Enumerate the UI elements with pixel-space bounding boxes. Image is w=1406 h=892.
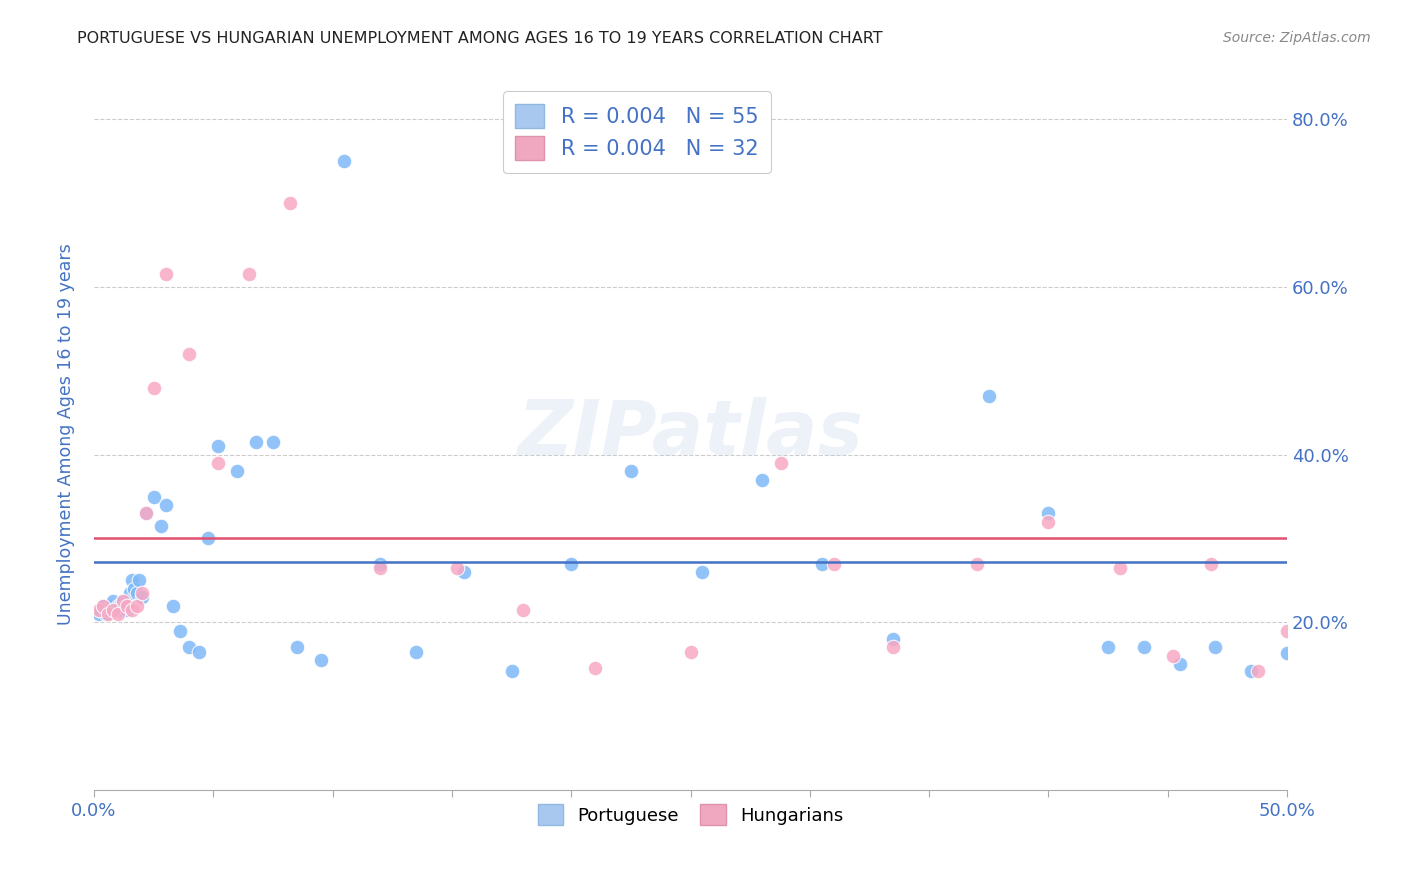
Point <box>810 557 832 571</box>
Point <box>104 603 127 617</box>
Point <box>368 557 391 571</box>
Point <box>1168 657 1191 672</box>
Point <box>114 599 136 613</box>
Point <box>131 586 153 600</box>
Point <box>966 557 988 571</box>
Point <box>187 645 209 659</box>
Point <box>100 599 122 613</box>
Point <box>333 154 356 169</box>
Point <box>1109 561 1132 575</box>
Point <box>117 603 139 617</box>
Point <box>882 640 904 655</box>
Point <box>882 632 904 646</box>
Point <box>1275 646 1298 660</box>
Point <box>111 594 134 608</box>
Text: Source: ZipAtlas.com: Source: ZipAtlas.com <box>1223 31 1371 45</box>
Point <box>87 607 110 621</box>
Point <box>101 603 124 617</box>
Point <box>179 347 201 361</box>
Point <box>692 565 714 579</box>
Text: PORTUGUESE VS HUNGARIAN UNEMPLOYMENT AMONG AGES 16 TO 19 YEARS CORRELATION CHART: PORTUGUESE VS HUNGARIAN UNEMPLOYMENT AMO… <box>77 31 883 46</box>
Point <box>117 599 139 613</box>
Point <box>368 561 391 575</box>
Point <box>501 664 523 678</box>
Point <box>1247 664 1270 678</box>
Point <box>142 490 165 504</box>
Point <box>118 586 141 600</box>
Text: ZIPatlas: ZIPatlas <box>517 397 863 471</box>
Point <box>155 268 177 282</box>
Point <box>245 435 267 450</box>
Point <box>1205 640 1227 655</box>
Point <box>121 574 143 588</box>
Point <box>197 532 219 546</box>
Point <box>107 599 129 613</box>
Point <box>278 196 301 211</box>
Legend: Portuguese, Hungarians: Portuguese, Hungarians <box>529 796 852 834</box>
Point <box>90 603 112 617</box>
Point <box>285 640 308 655</box>
Point <box>207 456 229 470</box>
Point <box>125 599 148 613</box>
Point <box>770 456 793 470</box>
Point <box>142 381 165 395</box>
Point <box>149 519 172 533</box>
Point <box>93 599 115 613</box>
Point <box>1133 640 1156 655</box>
Point <box>620 464 643 478</box>
Point <box>107 603 129 617</box>
Point <box>446 561 468 575</box>
Point <box>111 594 134 608</box>
Point <box>1161 648 1184 663</box>
Point <box>162 599 184 613</box>
Point <box>131 590 153 604</box>
Y-axis label: Unemployment Among Ages 16 to 19 years: Unemployment Among Ages 16 to 19 years <box>58 243 75 624</box>
Point <box>125 586 148 600</box>
Point <box>128 574 150 588</box>
Point <box>1199 557 1222 571</box>
Point <box>121 603 143 617</box>
Point <box>207 439 229 453</box>
Point <box>101 603 124 617</box>
Point <box>97 607 120 621</box>
Point <box>823 557 845 571</box>
Point <box>977 389 1000 403</box>
Point <box>169 624 191 638</box>
Point <box>309 653 332 667</box>
Point <box>1038 506 1060 520</box>
Point <box>155 498 177 512</box>
Point <box>453 565 475 579</box>
Point <box>1275 624 1298 638</box>
Point <box>179 640 201 655</box>
Point <box>135 506 157 520</box>
Point <box>124 582 146 596</box>
Point <box>560 557 582 571</box>
Point <box>226 464 249 478</box>
Point <box>1038 515 1060 529</box>
Point <box>583 661 606 675</box>
Point <box>107 607 129 621</box>
Point <box>93 599 115 613</box>
Point <box>108 599 131 613</box>
Point <box>94 607 117 621</box>
Point <box>101 594 124 608</box>
Point <box>512 603 534 617</box>
Point <box>1097 640 1119 655</box>
Point <box>87 603 110 617</box>
Point <box>405 645 427 659</box>
Point <box>1240 664 1263 678</box>
Point <box>679 645 702 659</box>
Point <box>751 473 773 487</box>
Point <box>97 603 120 617</box>
Point <box>135 506 157 520</box>
Point <box>238 268 260 282</box>
Point <box>262 435 284 450</box>
